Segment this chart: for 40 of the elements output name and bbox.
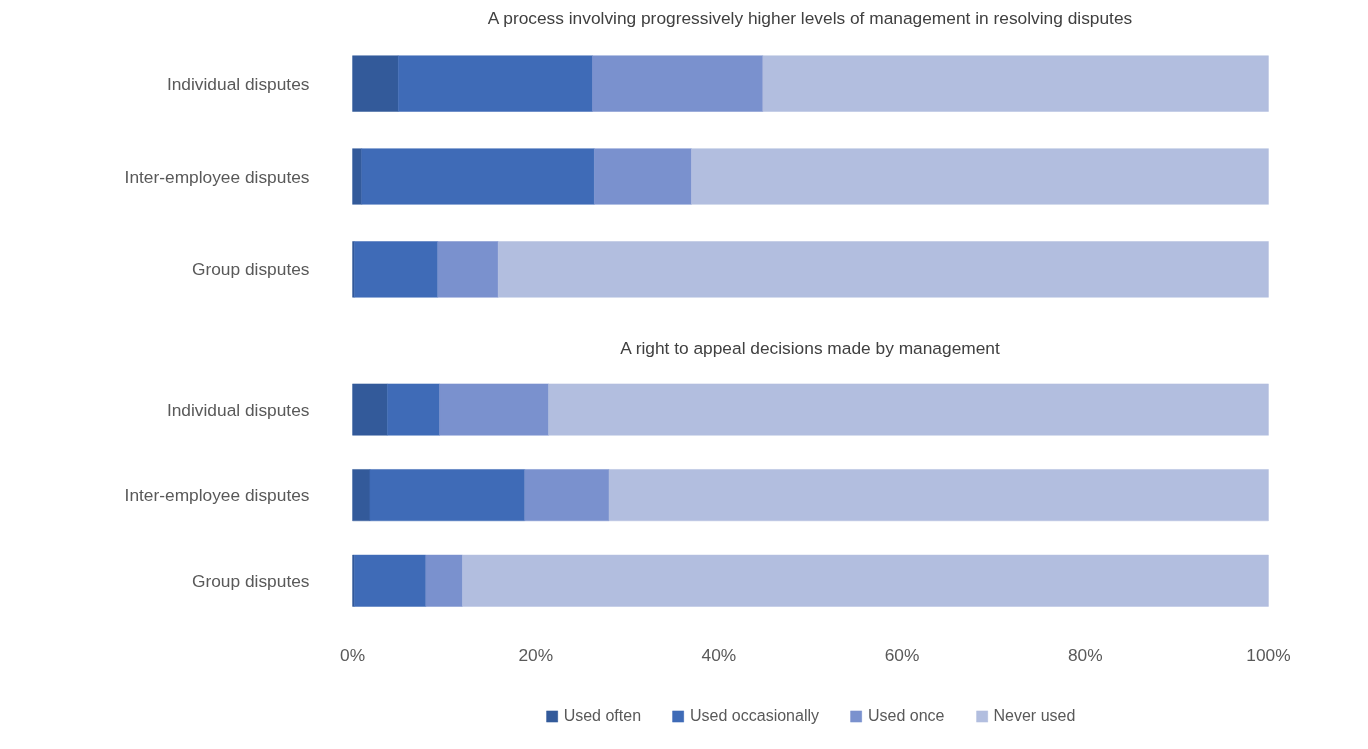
y-tick-label: Group disputes [191, 259, 310, 280]
bar [352, 55, 399, 112]
bar [548, 383, 1269, 436]
bar [592, 55, 764, 112]
legend-label: Used once [868, 707, 945, 725]
y-tick-label: Inter-employee disputes [124, 166, 310, 187]
bar [437, 241, 499, 298]
chart-title: A process involving progressively higher levels of management in resolving disputes [487, 7, 1133, 28]
bar [352, 383, 388, 436]
bar [361, 148, 595, 205]
legend-label: Never used [993, 707, 1076, 725]
bar [354, 241, 438, 298]
y-tick-label: Individual disputes [166, 73, 310, 94]
bar [524, 469, 610, 522]
x-tick-label: 60% [884, 644, 920, 665]
bar [352, 469, 371, 522]
x-tick-label: 100% [1246, 644, 1291, 665]
bar [354, 554, 427, 607]
y-tick-label: Group disputes [191, 570, 310, 591]
x-tick-label: 0% [340, 644, 366, 665]
bar [369, 469, 525, 522]
bar [439, 383, 549, 436]
bar [594, 148, 692, 205]
x-tick-label: 20% [518, 644, 554, 665]
y-tick-label: Inter-employee disputes [124, 485, 310, 506]
x-tick-label: 80% [1067, 644, 1103, 665]
bar [462, 554, 1269, 607]
bar [691, 148, 1269, 205]
bar [387, 383, 440, 436]
chart-title: A right to appeal decisions made by management [620, 337, 1000, 358]
y-tick-label: Individual disputes [166, 399, 310, 420]
bar [762, 55, 1269, 112]
legend-label: Used often [563, 707, 642, 725]
bar [425, 554, 463, 607]
bar [608, 469, 1269, 522]
bar [398, 55, 593, 112]
bar [497, 241, 1269, 298]
x-tick-label: 40% [701, 644, 737, 665]
legend-label: Used occasionally [690, 707, 820, 725]
bar [352, 148, 362, 205]
